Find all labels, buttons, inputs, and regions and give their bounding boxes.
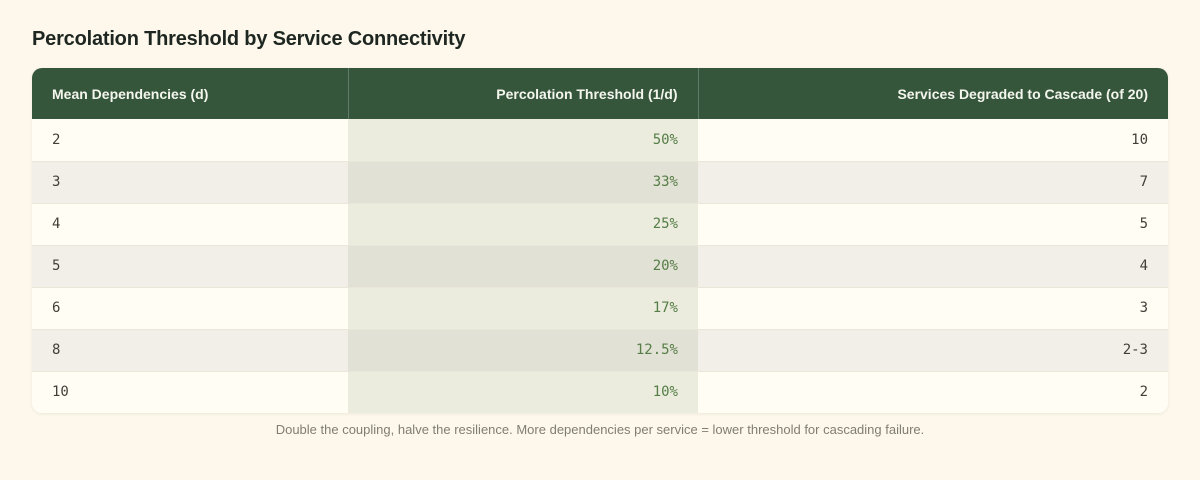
cell-services-degraded: 7 [698,160,1168,203]
cell-mean-dependencies: 2 [32,119,348,161]
column-header-percolation-threshold: Percolation Threshold (1/d) [347,68,698,119]
table-row: 6 17% 3 [32,286,1168,329]
cell-mean-dependencies: 4 [32,202,348,245]
table-body: 2 50% 10 3 33% 7 4 25% 5 5 20% 4 6 17% 3 8 12.5% 2-3 10 10%… [32,119,1168,413]
cell-percolation-threshold: 33% [348,160,698,203]
cell-percolation-threshold: 10% [348,370,698,413]
cell-services-degraded: 5 [698,202,1168,245]
table-row: 2 50% 10 [32,119,1168,161]
table-row: 5 20% 4 [32,244,1168,287]
cell-mean-dependencies: 5 [32,244,348,287]
cell-services-degraded: 10 [698,119,1168,161]
cell-percolation-threshold: 20% [348,244,698,287]
table-row: 8 12.5% 2-3 [32,328,1168,371]
cell-services-degraded: 2-3 [698,328,1168,371]
table-row: 10 10% 2 [32,370,1168,413]
cell-mean-dependencies: 8 [32,328,348,371]
column-header-mean-dependencies: Mean Dependencies (d) [32,68,348,119]
cell-mean-dependencies: 3 [32,160,348,203]
column-header-services-degraded: Services Degraded to Cascade (of 20) [697,68,1168,119]
table-header: Mean Dependencies (d) Percolation Thresh… [32,68,1168,119]
page: Percolation Threshold by Service Connect… [32,28,1168,437]
cell-percolation-threshold: 12.5% [348,328,698,371]
cell-percolation-threshold: 17% [348,286,698,329]
cell-percolation-threshold: 50% [348,119,698,161]
cell-services-degraded: 3 [698,286,1168,329]
percolation-table-card: Mean Dependencies (d) Percolation Thresh… [32,68,1168,413]
percolation-table: Mean Dependencies (d) Percolation Thresh… [32,68,1168,413]
cell-percolation-threshold: 25% [348,202,698,245]
cell-mean-dependencies: 10 [32,370,348,413]
table-caption: Double the coupling, halve the resilienc… [275,422,925,437]
cell-services-degraded: 4 [698,244,1168,287]
table-row: 4 25% 5 [32,202,1168,245]
page-title: Percolation Threshold by Service Connect… [32,28,466,50]
cell-services-degraded: 2 [698,370,1168,413]
table-header-row: Mean Dependencies (d) Percolation Thresh… [32,68,1168,119]
cell-mean-dependencies: 6 [32,286,348,329]
table-row: 3 33% 7 [32,160,1168,203]
